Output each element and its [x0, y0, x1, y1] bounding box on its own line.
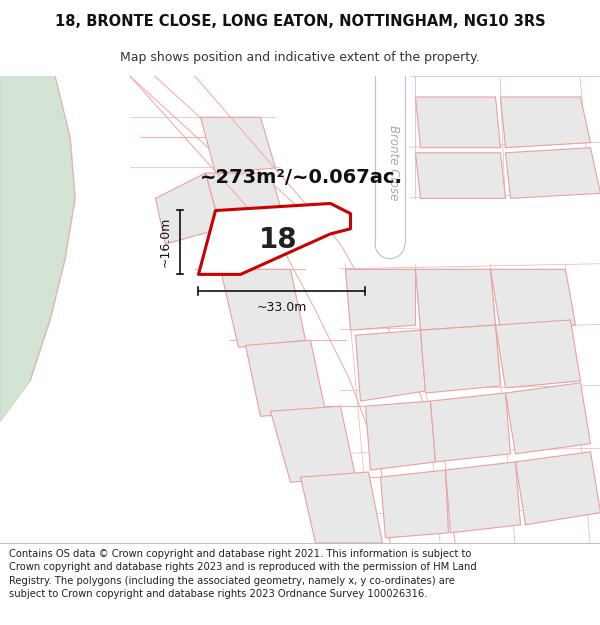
- Text: ~273m²/~0.067ac.: ~273m²/~0.067ac.: [200, 168, 403, 187]
- Text: 18, BRONTE CLOSE, LONG EATON, NOTTINGHAM, NG10 3RS: 18, BRONTE CLOSE, LONG EATON, NOTTINGHAM…: [55, 14, 545, 29]
- Text: ~33.0m: ~33.0m: [256, 301, 307, 314]
- Text: 18: 18: [259, 226, 298, 254]
- Text: Contains OS data © Crown copyright and database right 2021. This information is : Contains OS data © Crown copyright and d…: [9, 549, 477, 599]
- Text: ~16.0m: ~16.0m: [159, 217, 172, 267]
- Text: Map shows position and indicative extent of the property.: Map shows position and indicative extent…: [120, 51, 480, 64]
- Text: Bronte Close: Bronte Close: [386, 125, 400, 200]
